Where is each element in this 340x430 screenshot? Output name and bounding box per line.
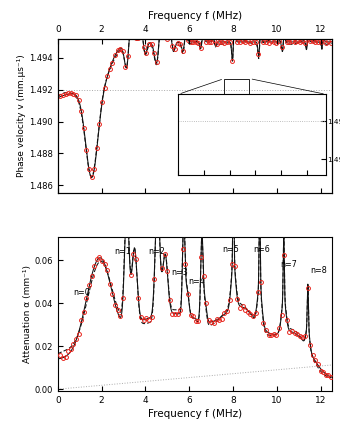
Text: n=2: n=2 bbox=[148, 247, 165, 256]
Text: n=1: n=1 bbox=[114, 247, 131, 256]
Text: n=3: n=3 bbox=[171, 268, 188, 277]
Y-axis label: Attenuation α (mm⁻¹): Attenuation α (mm⁻¹) bbox=[23, 265, 32, 363]
Text: n=7: n=7 bbox=[280, 260, 297, 269]
Bar bbox=[224, 79, 250, 112]
X-axis label: Frequency f (MHz): Frequency f (MHz) bbox=[148, 11, 242, 21]
Text: n=6: n=6 bbox=[253, 245, 270, 254]
Text: n=4: n=4 bbox=[188, 277, 205, 286]
Text: n=8: n=8 bbox=[310, 266, 327, 275]
Text: n=5: n=5 bbox=[222, 245, 239, 254]
X-axis label: Frequency f (MHz): Frequency f (MHz) bbox=[148, 409, 242, 419]
Text: n=0: n=0 bbox=[73, 288, 90, 297]
Y-axis label: Phase velocity v (mm.μs⁻¹): Phase velocity v (mm.μs⁻¹) bbox=[17, 55, 26, 178]
